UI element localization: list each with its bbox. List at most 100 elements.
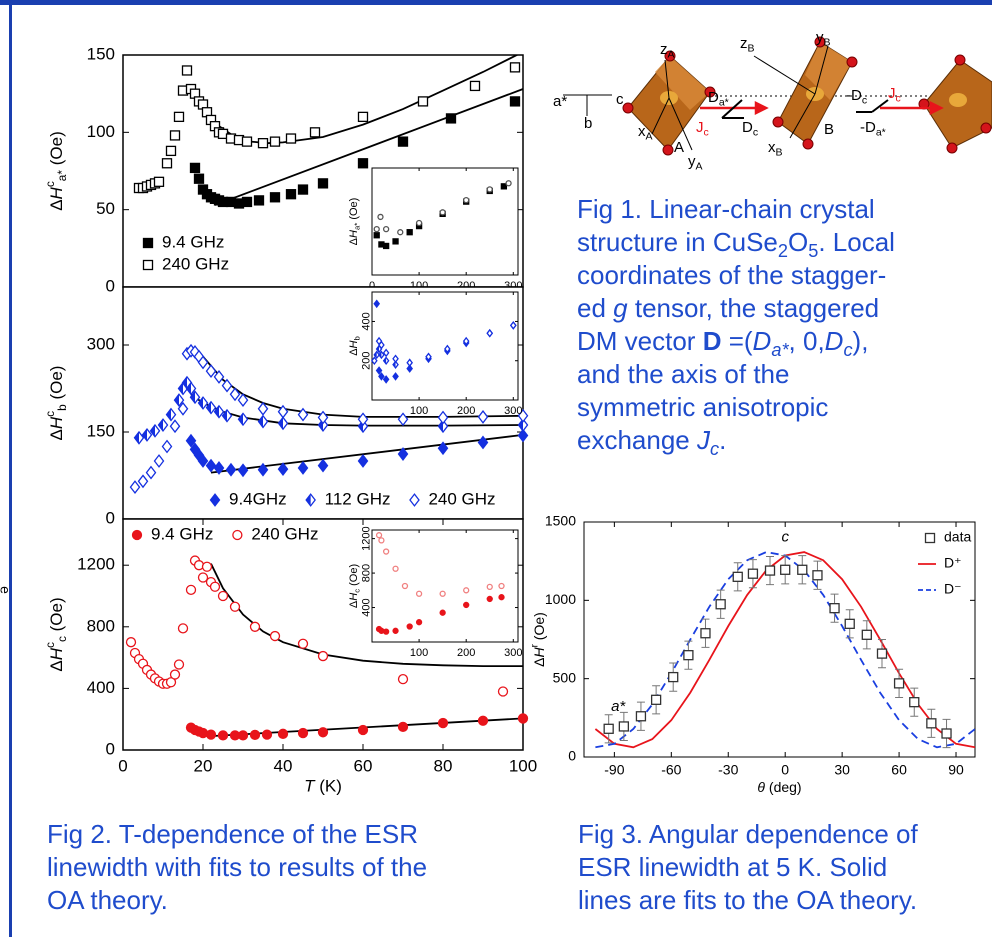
marker bbox=[357, 724, 369, 736]
fig1-caption: Fig 1. Linear-chain crystal structure in … bbox=[577, 193, 895, 458]
marker bbox=[371, 356, 378, 366]
caption-line: ESR linewidth at 5 K. Solid bbox=[578, 851, 918, 884]
annotation: c bbox=[781, 529, 789, 546]
caption-text: D bbox=[752, 326, 772, 356]
marker bbox=[309, 127, 321, 138]
text-run: c bbox=[616, 91, 624, 108]
text-run: a* bbox=[352, 223, 361, 230]
marker-half bbox=[258, 415, 263, 428]
text-run: y bbox=[688, 153, 696, 170]
x-tick-label: 20 bbox=[194, 756, 213, 775]
structure-label: zB bbox=[740, 35, 755, 54]
arrow-head bbox=[754, 100, 769, 116]
marker bbox=[715, 599, 726, 610]
marker-half bbox=[278, 417, 283, 430]
d-arrows bbox=[721, 99, 889, 119]
marker bbox=[237, 393, 249, 408]
text-run: Δ bbox=[47, 199, 66, 210]
marker bbox=[189, 162, 201, 174]
marker bbox=[317, 650, 329, 662]
marker bbox=[439, 609, 446, 616]
marker bbox=[439, 590, 446, 597]
plot: 0 500 1000 1500 -90 -60 -30 0 30 60 90 θ (deg) ΔHr (… bbox=[529, 513, 976, 795]
marker bbox=[401, 582, 409, 590]
text-run: (deg) bbox=[765, 779, 802, 795]
marker bbox=[297, 184, 309, 195]
caption-text: lines are fits to the OA theory. bbox=[578, 885, 918, 915]
marker bbox=[277, 728, 289, 739]
marker bbox=[392, 238, 399, 245]
marker bbox=[189, 390, 201, 405]
marker bbox=[161, 158, 173, 169]
text-run: Δ bbox=[348, 237, 360, 245]
y-axis-label: ΔHcc (Oe) bbox=[43, 597, 69, 671]
marker bbox=[177, 623, 189, 634]
marker bbox=[668, 671, 679, 683]
y-tick-label: 200 bbox=[360, 352, 372, 370]
marker bbox=[173, 111, 185, 123]
y-tick-label: 300 bbox=[87, 334, 115, 353]
text-run: x bbox=[638, 123, 646, 140]
x-tick-label: 0 bbox=[118, 756, 127, 775]
marker bbox=[297, 407, 309, 422]
text-run: B bbox=[824, 121, 834, 138]
caption-line: structure in CuSe2O5. Local bbox=[577, 226, 895, 260]
text-run: c bbox=[896, 92, 901, 104]
arrow-head bbox=[929, 100, 944, 116]
marker bbox=[397, 412, 409, 427]
marker bbox=[269, 192, 281, 203]
o-atom bbox=[772, 116, 784, 128]
marker-half bbox=[166, 408, 171, 421]
marker bbox=[409, 493, 420, 507]
marker bbox=[382, 356, 390, 366]
text-run: a* bbox=[719, 96, 729, 108]
text-run: a* bbox=[876, 126, 886, 138]
marker bbox=[373, 299, 381, 309]
marker bbox=[317, 178, 329, 189]
axis-arrow bbox=[651, 97, 670, 135]
marker bbox=[237, 412, 249, 427]
marker bbox=[153, 454, 165, 468]
marker bbox=[861, 629, 872, 640]
o-atom bbox=[980, 122, 992, 134]
marker bbox=[205, 729, 217, 740]
marker-half bbox=[150, 424, 155, 437]
marker bbox=[277, 404, 289, 419]
marker-half bbox=[376, 345, 380, 353]
marker-half bbox=[214, 405, 219, 418]
marker bbox=[213, 461, 225, 475]
marker bbox=[205, 458, 217, 473]
caption-line: Fig 1. Linear-chain crystal bbox=[577, 193, 895, 226]
marker bbox=[397, 229, 404, 236]
marker bbox=[378, 537, 385, 544]
octahedron-face bbox=[655, 56, 710, 110]
structure-label: Jc bbox=[696, 119, 709, 138]
marker bbox=[373, 232, 380, 239]
structure-label: Jc bbox=[888, 85, 901, 104]
y-tick-label: 1000 bbox=[545, 591, 576, 607]
marker bbox=[193, 173, 205, 184]
axis-arrow bbox=[814, 45, 829, 95]
marker bbox=[157, 418, 169, 432]
y-tick-label: 1200 bbox=[77, 555, 115, 574]
marker bbox=[477, 715, 489, 726]
fig2-caption: Fig 2. T-dependence of the ESR linewidth … bbox=[47, 818, 427, 917]
caption-text: ed bbox=[577, 293, 614, 323]
caption-line: Fig 3. Angular dependence of bbox=[578, 818, 918, 851]
caption-text: symmetric anisotropic bbox=[577, 392, 829, 422]
axis-arrow bbox=[668, 97, 693, 151]
y-axis-label: ΔHcb (Oe) bbox=[43, 366, 69, 441]
y-tick-label: 800 bbox=[360, 564, 372, 582]
x-axis-label: T (K) bbox=[304, 777, 342, 796]
marker bbox=[392, 627, 399, 634]
text-run: Δ bbox=[348, 600, 360, 608]
marker bbox=[357, 454, 369, 468]
structure-label: -Dc bbox=[846, 87, 867, 106]
y-tick-label: 150 bbox=[87, 421, 115, 440]
marker-half bbox=[518, 419, 523, 431]
marker bbox=[469, 80, 481, 92]
marker-half bbox=[306, 494, 311, 506]
marker bbox=[415, 619, 423, 626]
marker bbox=[269, 136, 281, 147]
marker bbox=[498, 582, 505, 590]
